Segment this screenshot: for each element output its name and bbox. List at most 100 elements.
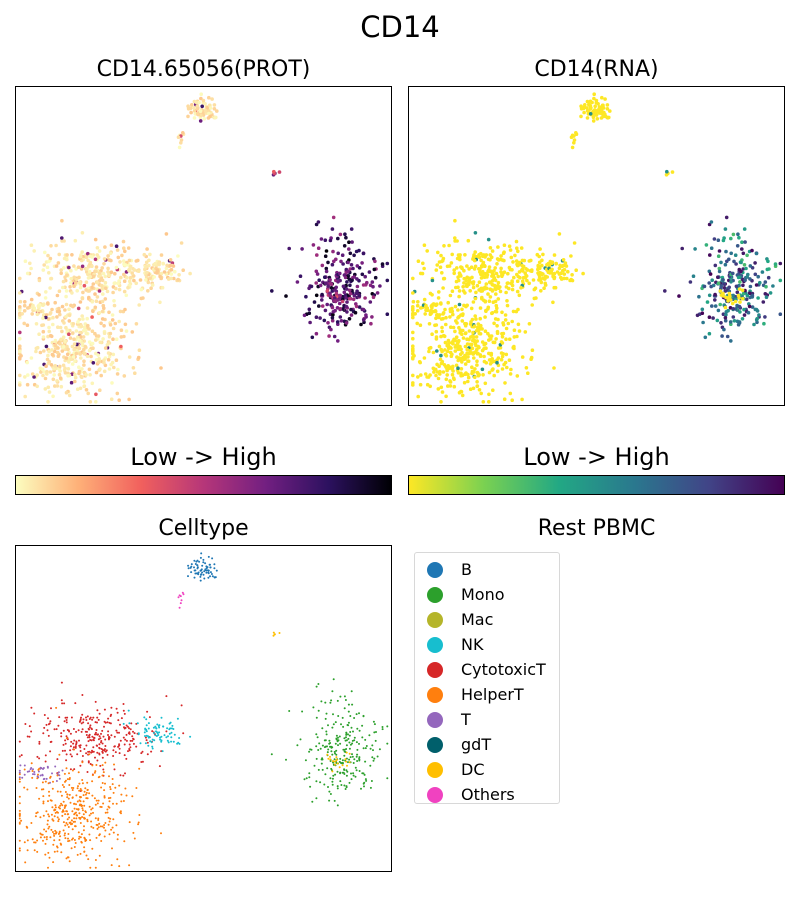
prot-point [190, 103, 194, 107]
celltype-point [44, 853, 47, 856]
prot-point [80, 231, 85, 235]
rna-point [475, 363, 479, 367]
celltype-point [145, 734, 148, 737]
prot-point [150, 283, 155, 287]
celltype-point [97, 718, 100, 721]
rna-point [447, 264, 452, 268]
celltype-point [18, 839, 21, 842]
rna-point [422, 243, 427, 247]
rna-point [515, 272, 519, 277]
rna-point [748, 264, 753, 268]
rna-point [740, 240, 744, 244]
rna-point [716, 275, 720, 279]
prot-point [71, 304, 75, 309]
rna-point [707, 315, 712, 319]
celltype-point [95, 799, 98, 802]
rna-point [741, 267, 745, 271]
rna-point [457, 289, 462, 293]
celltype-point [58, 830, 61, 833]
celltype-point [52, 780, 54, 783]
rna-point [464, 355, 469, 359]
rna-point [499, 351, 504, 355]
celltype-point [95, 729, 98, 731]
celltype-point [151, 745, 154, 748]
celltype-point [57, 820, 60, 823]
prot-point [199, 113, 203, 118]
prot-point [323, 308, 328, 313]
celltype-point [66, 796, 69, 799]
celltype-point [76, 814, 79, 817]
celltype-point [319, 747, 322, 750]
rna-point [475, 347, 479, 352]
rna-point [440, 349, 444, 354]
prot-point [347, 296, 352, 301]
celltype-point [106, 811, 109, 814]
celltype-point [47, 827, 50, 830]
celltype-point [177, 596, 180, 599]
celltype-point [56, 774, 59, 777]
prot-point [18, 313, 22, 317]
rna-point [550, 261, 554, 265]
prot-point [173, 269, 177, 274]
rna-point [731, 293, 735, 298]
celltype-point [135, 787, 138, 789]
rna-point [598, 105, 603, 110]
rna-point [599, 111, 604, 116]
rna-point [731, 315, 736, 319]
celltype-point [64, 739, 67, 742]
prot-point [215, 109, 219, 113]
celltype-point [90, 812, 92, 815]
rna-point [738, 310, 742, 314]
rna-point [707, 269, 712, 274]
prot-point [314, 315, 319, 319]
rna-point [471, 285, 476, 290]
rna-point [508, 248, 513, 252]
prot-point [335, 320, 340, 324]
rna-point [438, 372, 442, 376]
rna-point [481, 275, 485, 279]
rna-point [765, 267, 770, 272]
prot-point [347, 317, 352, 321]
celltype-point [94, 803, 97, 806]
prot-point [66, 347, 70, 352]
celltype-point [180, 704, 183, 707]
celltype-point [335, 756, 338, 759]
rna-point [590, 100, 594, 105]
rna-point [469, 335, 473, 339]
celltype-point [207, 555, 210, 558]
celltype-point [111, 778, 114, 780]
celltype-point [107, 734, 109, 736]
prot-point [363, 274, 368, 279]
prot-point [84, 388, 89, 392]
prot-point [100, 266, 104, 270]
prot-point [37, 278, 42, 283]
prot-point [34, 346, 39, 351]
celltype-point [317, 749, 320, 751]
rna-point [480, 367, 485, 372]
celltype-point [37, 770, 40, 773]
rna-point [460, 332, 464, 336]
celltype-point [110, 706, 113, 709]
rna-point [723, 305, 728, 310]
prot-point [94, 269, 98, 274]
celltype-point [99, 825, 102, 828]
rna-point [743, 240, 747, 244]
rna-point [447, 243, 451, 248]
rna-point [435, 263, 439, 267]
rna-point [483, 329, 488, 333]
prot-point [67, 360, 71, 364]
rna-point [444, 315, 448, 320]
celltype-point [18, 847, 21, 850]
rna-point [465, 342, 470, 346]
celltype-point [81, 809, 84, 812]
rna-point [508, 372, 513, 376]
prot-point [347, 247, 351, 251]
celltype-point [66, 856, 69, 859]
prot-point [55, 309, 60, 314]
prot-point [155, 271, 159, 275]
celltype-point [358, 712, 360, 715]
rna-point [442, 276, 447, 281]
celltype-point [133, 837, 136, 840]
rna-point [470, 371, 474, 376]
celltype-point [375, 731, 377, 733]
